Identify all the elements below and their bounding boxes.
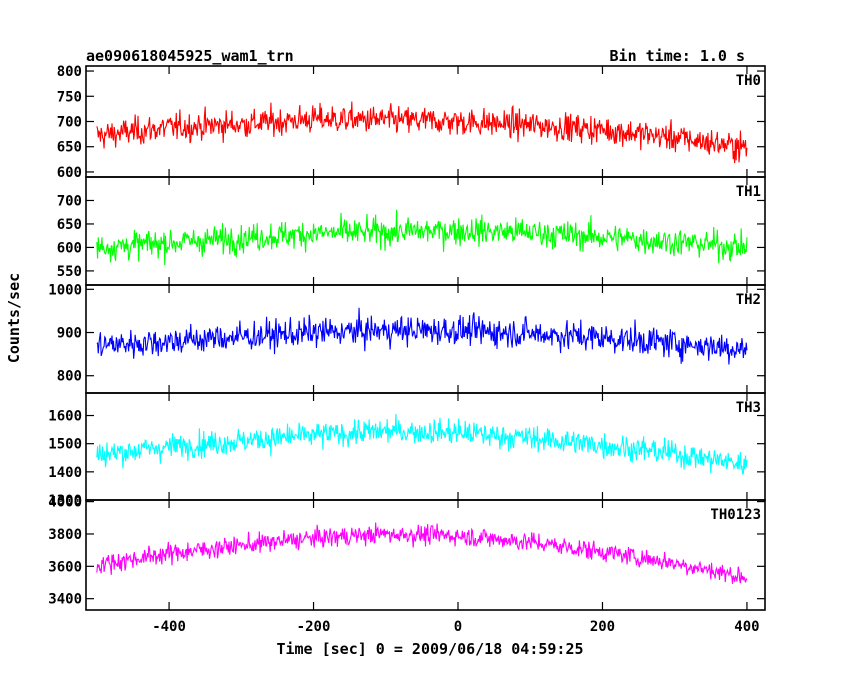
y-axis-label: Counts/sec	[5, 273, 23, 363]
y-tick-label: 750	[57, 89, 82, 105]
panel-th2: 800 900 1000 TH2	[48, 282, 766, 394]
panel-label: TH1	[736, 184, 761, 200]
y-tick-label: 1400	[48, 465, 82, 481]
panel-frame	[85, 499, 766, 611]
y-tick-label: 550	[57, 264, 82, 280]
y-tick-label: 650	[57, 217, 82, 233]
y-tick-label: 800	[57, 64, 82, 80]
x-tick-label: -200	[297, 619, 331, 635]
panel-th0123: 3400 3600 3800 4000 TH0123	[48, 495, 766, 611]
series-th2	[96, 307, 748, 365]
panel-th1: 550 600 650 700 TH1	[57, 176, 766, 286]
y-tick-label: 3400	[48, 592, 82, 608]
x-tick-label: 400	[734, 619, 759, 635]
panel-label: TH3	[736, 400, 761, 416]
series-th0123	[96, 522, 748, 584]
y-tick-label: 700	[57, 115, 82, 131]
panels-group: 600 650 700 750 800 TH0 550 600 650 700 TH1 800 900 1…	[48, 64, 766, 635]
y-tick-label: 3800	[48, 527, 82, 543]
y-tick-label: 650	[57, 140, 82, 156]
panel-label: TH0123	[710, 507, 761, 523]
series-th1	[96, 209, 748, 266]
y-tick-label: 900	[57, 326, 82, 342]
x-axis-label: Time [sec] 0 = 2009/06/18 04:59:25	[276, 640, 583, 658]
chart-title: ae090618045925_wam1_trn	[86, 47, 294, 65]
bin-time-label: Bin time: 1.0 s	[610, 47, 745, 65]
panel-th3: 1300 1400 1500 1600 TH3	[48, 392, 766, 509]
y-tick-label: 600	[57, 165, 82, 181]
panel-label: TH0	[736, 73, 761, 89]
panel-frame	[85, 176, 766, 286]
y-tick-label: 3600	[48, 559, 82, 575]
panel-th0: 600 650 700 750 800 TH0	[57, 64, 766, 181]
y-tick-label: 600	[57, 240, 82, 256]
series-th3	[96, 413, 748, 475]
x-tick-label: 200	[590, 619, 615, 635]
y-tick-label: 800	[57, 369, 82, 385]
y-tick-label: 1300	[48, 493, 82, 509]
series-th0	[96, 101, 748, 164]
x-tick-label: 0	[454, 619, 462, 635]
panel-label: TH2	[736, 292, 761, 308]
y-tick-label: 1000	[48, 282, 82, 298]
y-tick-label: 1600	[48, 409, 82, 425]
y-tick-label: 4000	[48, 495, 82, 511]
x-tick-label: -400	[152, 619, 186, 635]
y-tick-label: 700	[57, 193, 82, 209]
y-tick-label: 1500	[48, 437, 82, 453]
